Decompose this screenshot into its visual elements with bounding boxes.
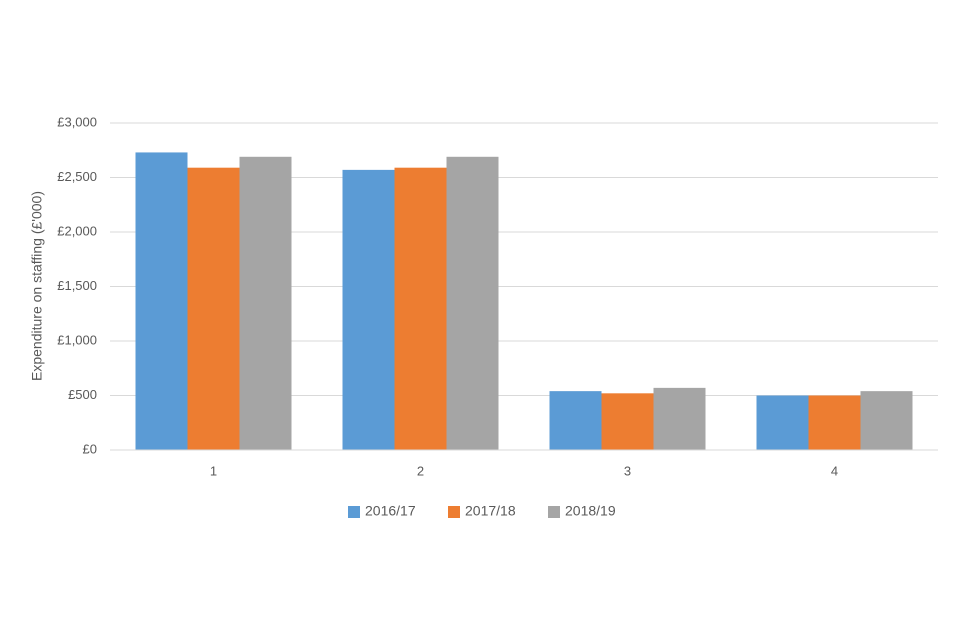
legend-label: 2018/19	[565, 503, 616, 519]
legend-swatch	[348, 506, 360, 518]
legend-swatch	[448, 506, 460, 518]
x-tick-label: 1	[210, 463, 217, 478]
bar	[653, 387, 706, 450]
y-tick-label: £0	[83, 441, 97, 456]
legend-swatch	[548, 506, 560, 518]
legend-label: 2016/17	[365, 503, 416, 519]
x-tick-label: 3	[624, 463, 631, 478]
y-tick-label: £3,000	[57, 114, 97, 129]
bar	[549, 391, 602, 450]
bar	[601, 393, 654, 450]
x-tick-label: 4	[831, 463, 838, 478]
bar	[239, 156, 292, 451]
bar	[808, 395, 861, 450]
y-tick-label: £2,000	[57, 223, 97, 238]
bar	[342, 169, 395, 450]
bar	[135, 152, 188, 450]
bar	[860, 391, 913, 450]
bar	[187, 167, 240, 450]
bar	[394, 167, 447, 450]
x-tick-label: 2	[417, 463, 424, 478]
y-tick-label: £1,500	[57, 278, 97, 293]
y-tick-label: £1,000	[57, 332, 97, 347]
legend-label: 2017/18	[465, 503, 516, 519]
y-axis-label: Expenditure on staffing (£'000)	[29, 191, 45, 381]
y-tick-label: £500	[68, 387, 97, 402]
bar	[446, 156, 499, 451]
bar	[756, 395, 809, 450]
y-tick-label: £2,500	[57, 169, 97, 184]
